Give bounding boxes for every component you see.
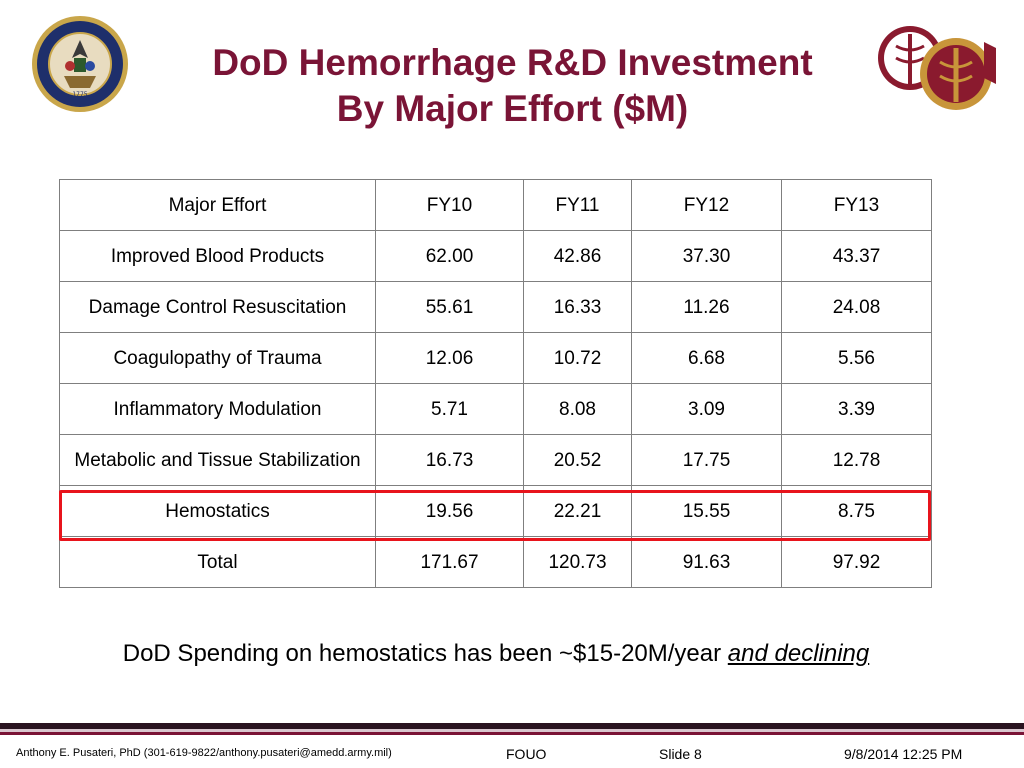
cell-value: 91.63 bbox=[631, 536, 782, 588]
table-row: Coagulopathy of Trauma 12.06 10.72 6.68 … bbox=[59, 332, 932, 384]
cell-value: 11.26 bbox=[631, 281, 782, 333]
summary-note: DoD Spending on hemostatics has been ~$1… bbox=[0, 640, 992, 668]
header-fy11: FY11 bbox=[523, 179, 632, 231]
cell-value: 5.71 bbox=[375, 383, 524, 435]
cell-value: 3.39 bbox=[781, 383, 932, 435]
cell-value: 16.33 bbox=[523, 281, 632, 333]
row-label: Hemostatics bbox=[59, 485, 376, 537]
cell-value: 20.52 bbox=[523, 434, 632, 486]
cell-value: 15.55 bbox=[631, 485, 782, 537]
footer-divider-light bbox=[0, 729, 1024, 732]
table-row: Inflammatory Modulation 5.71 8.08 3.09 3… bbox=[59, 383, 932, 435]
header-major-effort: Major Effort bbox=[59, 179, 376, 231]
table-row-total: Total 171.67 120.73 91.63 97.92 bbox=[59, 536, 932, 588]
title-line-1: DoD Hemorrhage R&D Investment bbox=[212, 42, 813, 83]
footer-slide-number: Slide 8 bbox=[659, 746, 702, 762]
cell-value: 24.08 bbox=[781, 281, 932, 333]
cell-value: 8.08 bbox=[523, 383, 632, 435]
army-seal-icon: 1775 bbox=[32, 16, 128, 112]
table-row: Damage Control Resuscitation 55.61 16.33… bbox=[59, 281, 932, 333]
header-fy13: FY13 bbox=[781, 179, 932, 231]
cell-value: 6.68 bbox=[631, 332, 782, 384]
cell-value: 37.30 bbox=[631, 230, 782, 282]
footer-date: 9/8/2014 12:25 PM bbox=[844, 746, 963, 762]
cell-value: 10.72 bbox=[523, 332, 632, 384]
cell-value: 42.86 bbox=[523, 230, 632, 282]
cell-value: 8.75 bbox=[781, 485, 932, 537]
header-fy12: FY12 bbox=[631, 179, 782, 231]
table-row-hemostatics: Hemostatics 19.56 22.21 15.55 8.75 bbox=[59, 485, 932, 537]
row-label: Metabolic and Tissue Stabilization bbox=[59, 434, 376, 486]
note-text: DoD Spending on hemostatics has been ~$1… bbox=[122, 640, 728, 667]
row-label: Inflammatory Modulation bbox=[59, 383, 376, 435]
cell-value: 97.92 bbox=[781, 536, 932, 588]
row-label: Coagulopathy of Trauma bbox=[59, 332, 376, 384]
cell-value: 43.37 bbox=[781, 230, 932, 282]
cell-value: 3.09 bbox=[631, 383, 782, 435]
cell-value: 171.67 bbox=[375, 536, 524, 588]
cell-value: 12.78 bbox=[781, 434, 932, 486]
row-label: Improved Blood Products bbox=[59, 230, 376, 282]
footer-divider-accent bbox=[0, 732, 1024, 735]
cell-value: 62.00 bbox=[375, 230, 524, 282]
cell-value: 5.56 bbox=[781, 332, 932, 384]
cell-value: 17.75 bbox=[631, 434, 782, 486]
table-row: Improved Blood Products 62.00 42.86 37.3… bbox=[59, 230, 932, 282]
row-label: Total bbox=[59, 536, 376, 588]
cell-value: 22.21 bbox=[523, 485, 632, 537]
cell-value: 16.73 bbox=[375, 434, 524, 486]
row-label: Damage Control Resuscitation bbox=[59, 281, 376, 333]
footer-author: Anthony E. Pusateri, PhD (301-619-9822/a… bbox=[16, 747, 392, 759]
title-line-2: By Major Effort ($M) bbox=[336, 88, 689, 129]
header-fy10: FY10 bbox=[375, 179, 524, 231]
footer-classification: FOUO bbox=[506, 746, 547, 762]
table-row: Metabolic and Tissue Stabilization 16.73… bbox=[59, 434, 932, 486]
note-emphasis: and declining bbox=[727, 640, 870, 667]
cell-value: 55.61 bbox=[375, 281, 524, 333]
investment-table: Major Effort FY10 FY11 FY12 FY13 Improve… bbox=[59, 179, 932, 588]
svg-text:1775: 1775 bbox=[72, 91, 87, 98]
table-header-row: Major Effort FY10 FY11 FY12 FY13 bbox=[59, 179, 932, 231]
slide-title: DoD Hemorrhage R&D Investment By Major E… bbox=[140, 40, 885, 132]
cell-value: 12.06 bbox=[375, 332, 524, 384]
cell-value: 19.56 bbox=[375, 485, 524, 537]
cell-value: 120.73 bbox=[523, 536, 632, 588]
footer-divider bbox=[0, 723, 1024, 729]
amedd-insignia-icon bbox=[878, 26, 996, 110]
